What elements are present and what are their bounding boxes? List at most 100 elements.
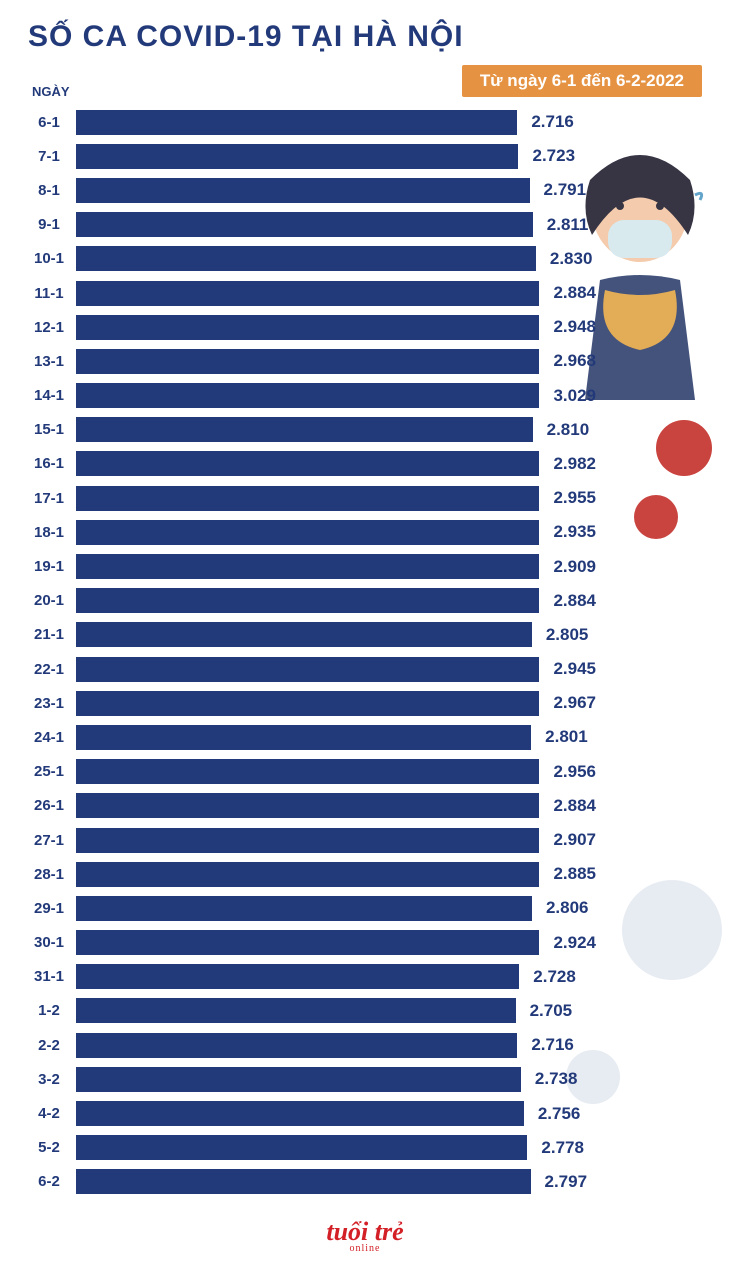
value-label: 2.806 xyxy=(546,898,589,918)
day-label: 8-1 xyxy=(28,182,76,199)
bar xyxy=(76,349,539,374)
bar-track: 2.956 xyxy=(76,759,596,784)
value-label: 2.909 xyxy=(553,557,596,577)
day-label: 6-2 xyxy=(28,1173,76,1190)
bar xyxy=(76,451,539,476)
bar-track: 2.948 xyxy=(76,315,596,340)
chart-row: 8-12.791 xyxy=(28,173,702,207)
bar-track: 2.716 xyxy=(76,110,596,135)
chart-row: 24-12.801 xyxy=(28,720,702,754)
day-label: 11-1 xyxy=(28,285,76,302)
value-label: 2.945 xyxy=(553,659,596,679)
day-label: 30-1 xyxy=(28,934,76,951)
bar-track: 2.756 xyxy=(76,1101,596,1126)
bar xyxy=(76,281,539,306)
bar xyxy=(76,212,533,237)
logo-tag: online xyxy=(28,1243,702,1254)
bar-track: 2.955 xyxy=(76,486,596,511)
day-label: 14-1 xyxy=(28,387,76,404)
chart-row: 7-1 2.723 xyxy=(28,139,702,173)
day-label: 15-1 xyxy=(28,421,76,438)
bar xyxy=(76,520,539,545)
chart-row: 25-12.956 xyxy=(28,755,702,789)
chart-row: 6-1 2.716 xyxy=(28,105,702,139)
day-label: 6-1 xyxy=(28,114,76,131)
value-label: 2.982 xyxy=(553,454,596,474)
value-label: 2.801 xyxy=(545,727,588,747)
bar xyxy=(76,793,539,818)
value-label: 2.948 xyxy=(553,317,596,337)
bar xyxy=(76,554,539,579)
day-label: 1-2 xyxy=(28,1002,76,1019)
chart-row: 31-12.728 xyxy=(28,960,702,994)
chart-row: 17-12.955 xyxy=(28,481,702,515)
chart-row: 26-12.884 xyxy=(28,789,702,823)
bar-track: 2.716 xyxy=(76,1033,596,1058)
bar-track: 2.982 xyxy=(76,451,596,476)
bar-track: 2.945 xyxy=(76,657,596,682)
bar-track: 2.797 xyxy=(76,1169,596,1194)
bar xyxy=(76,862,539,887)
chart-row: 28-12.885 xyxy=(28,857,702,891)
day-label: 16-1 xyxy=(28,455,76,472)
day-label: 19-1 xyxy=(28,558,76,575)
day-label: 31-1 xyxy=(28,968,76,985)
bar xyxy=(76,178,530,203)
bar-track: 2.884 xyxy=(76,281,596,306)
bar-track: 2.810 xyxy=(76,417,596,442)
bar xyxy=(76,1101,524,1126)
bar xyxy=(76,896,532,921)
day-label: 5-2 xyxy=(28,1139,76,1156)
chart-row: 15-12.810 xyxy=(28,413,702,447)
bar-track: 2.907 xyxy=(76,828,596,853)
day-label: 18-1 xyxy=(28,524,76,541)
bar-track: 2.723 xyxy=(76,144,596,169)
bar xyxy=(76,110,517,135)
value-label: 2.885 xyxy=(553,864,596,884)
chart-title: SỐ CA COVID-19 TẠI HÀ NỘI xyxy=(28,20,702,54)
value-label: 2.705 xyxy=(530,1001,573,1021)
bar xyxy=(76,930,539,955)
chart-row: 30-12.924 xyxy=(28,926,702,960)
value-label: 2.884 xyxy=(553,283,596,303)
bar xyxy=(76,383,539,408)
bar-track: 2.801 xyxy=(76,725,596,750)
bar xyxy=(76,622,532,647)
value-label: 2.716 xyxy=(531,112,574,132)
value-label: 2.797 xyxy=(545,1172,588,1192)
bar-track: 2.805 xyxy=(76,622,596,647)
bar xyxy=(76,691,539,716)
value-label: 2.805 xyxy=(546,625,589,645)
value-label: 2.811 xyxy=(547,215,589,235)
chart-row: 11-1 2.884 xyxy=(28,276,702,310)
bar xyxy=(76,657,539,682)
chart-row: 29-12.806 xyxy=(28,891,702,925)
bar xyxy=(76,998,516,1023)
chart-row: 10-12.830 xyxy=(28,242,702,276)
bar xyxy=(76,144,518,169)
bar xyxy=(76,725,531,750)
value-label: 2.956 xyxy=(553,762,596,782)
chart-row: 13-12.968 xyxy=(28,344,702,378)
chart-row: 21-12.805 xyxy=(28,618,702,652)
bar xyxy=(76,315,539,340)
bar-track: 2.885 xyxy=(76,862,596,887)
day-label: 7-1 xyxy=(28,148,76,165)
value-label: 2.935 xyxy=(553,522,596,542)
value-label: 2.907 xyxy=(553,830,596,850)
chart-row: 14-13.029 xyxy=(28,379,702,413)
chart-row: 2-22.716 xyxy=(28,1028,702,1062)
day-label: 13-1 xyxy=(28,353,76,370)
bar-track: 2.705 xyxy=(76,998,596,1023)
bar xyxy=(76,417,533,442)
chart-row: 6-2 2.797 xyxy=(28,1165,702,1199)
date-range-badge: Từ ngày 6-1 đến 6-2-2022 xyxy=(462,65,702,97)
value-label: 2.884 xyxy=(553,796,596,816)
bar-track: 3.029 xyxy=(76,383,596,408)
bar-track: 2.967 xyxy=(76,691,596,716)
day-label: 22-1 xyxy=(28,661,76,678)
chart-row: 1-2 2.705 xyxy=(28,994,702,1028)
bar-track: 2.791 xyxy=(76,178,596,203)
value-label: 2.723 xyxy=(532,146,575,166)
bar xyxy=(76,1169,531,1194)
